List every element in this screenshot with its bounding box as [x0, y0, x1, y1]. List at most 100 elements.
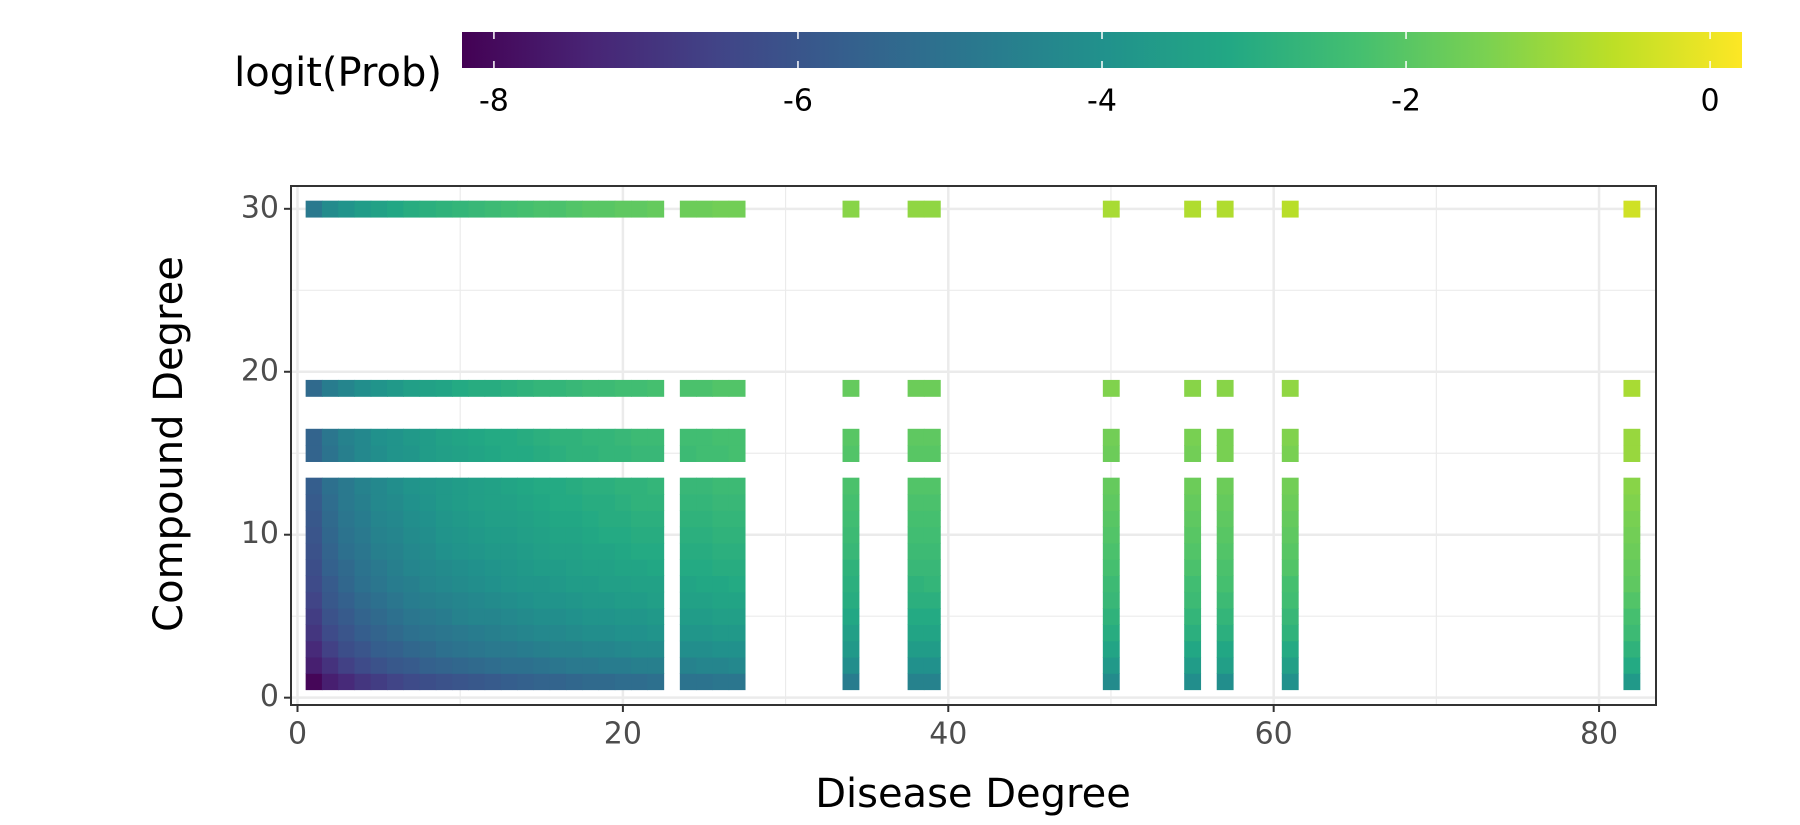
heatmap-cell [549, 640, 567, 658]
heatmap-cell [907, 200, 925, 218]
heatmap-cell [305, 559, 323, 577]
heatmap-cell [386, 591, 404, 609]
heatmap-cell [370, 428, 388, 446]
heatmap-cell [907, 477, 925, 495]
heatmap-cell [533, 200, 551, 218]
heatmap-cell [386, 559, 404, 577]
heatmap-cell [614, 673, 632, 691]
heatmap-cell [452, 379, 469, 397]
colorbar-tick-label: -2 [1391, 84, 1421, 119]
heatmap-cell [907, 493, 925, 511]
heatmap-cell [696, 656, 713, 674]
heatmap-cell [321, 591, 339, 609]
heatmap-cell [1102, 445, 1120, 462]
heatmap-cell [907, 428, 925, 446]
heatmap-cell [338, 477, 356, 495]
colorbar-tick-label: -8 [479, 84, 509, 119]
heatmap-cell [370, 640, 388, 658]
heatmap-cell [468, 477, 486, 495]
heatmap-cell [728, 445, 746, 462]
heatmap-cell [419, 477, 437, 495]
heatmap-cell [305, 608, 323, 625]
heatmap-cell [354, 591, 372, 609]
heatmap-cell [338, 673, 356, 691]
heatmap-cell [631, 559, 648, 577]
heatmap-cell [1102, 510, 1120, 528]
heatmap-cell [452, 673, 469, 691]
heatmap-cell [631, 477, 648, 495]
heatmap-cell [614, 640, 632, 658]
heatmap-cell [403, 493, 421, 511]
heatmap-cell [305, 428, 323, 446]
heatmap-cell [452, 608, 469, 625]
heatmap-cell [631, 200, 648, 218]
heatmap-cell [403, 200, 421, 218]
heatmap-cell [419, 379, 437, 397]
heatmap-cell [631, 445, 648, 462]
heatmap-cell [598, 559, 616, 577]
heatmap-cell [565, 379, 583, 397]
heatmap-cell [728, 542, 746, 560]
heatmap-cell [728, 428, 746, 446]
heatmap-cell [484, 608, 502, 625]
heatmap-cell [712, 542, 730, 560]
heatmap-cell [1216, 591, 1234, 609]
heatmap-cell [712, 559, 730, 577]
heatmap-cell [1623, 656, 1641, 674]
heatmap-cell [1623, 673, 1641, 691]
heatmap-cell [517, 591, 535, 609]
heatmap-cell [842, 608, 860, 625]
heatmap-cell [598, 542, 616, 560]
heatmap-cell [403, 379, 421, 397]
heatmap-cell [565, 591, 583, 609]
heatmap-cell [354, 493, 372, 511]
heatmap-cell [631, 493, 648, 511]
heatmap-cell [517, 575, 535, 593]
heatmap-cell [338, 445, 356, 462]
heatmap-cell [370, 591, 388, 609]
heatmap-cell [321, 656, 339, 674]
heatmap-cell [696, 542, 713, 560]
heatmap-cell [842, 510, 860, 528]
heatmap-cell [321, 379, 339, 397]
heatmap-cell [598, 656, 616, 674]
heatmap-cell [338, 379, 356, 397]
heatmap-cell [598, 526, 616, 544]
heatmap-cell [598, 608, 616, 625]
heatmap-cell [1281, 624, 1299, 642]
heatmap-cell [517, 379, 535, 397]
heatmap-cell [321, 510, 339, 528]
heatmap-cell [647, 510, 665, 528]
heatmap-cell [500, 608, 518, 625]
heatmap-cell [1216, 428, 1234, 446]
heatmap-cell [403, 624, 421, 642]
heatmap-cell [370, 542, 388, 560]
heatmap-cell [565, 493, 583, 511]
heatmap-cell [907, 379, 925, 397]
heatmap-cell [1216, 624, 1234, 642]
heatmap-cell [403, 477, 421, 495]
heatmap-cell [354, 673, 372, 691]
heatmap-cell [631, 510, 648, 528]
heatmap-cell [452, 559, 469, 577]
heatmap-cell [468, 591, 486, 609]
heatmap-cell [712, 493, 730, 511]
heatmap-cell [386, 477, 404, 495]
heatmap-cell [1216, 608, 1234, 625]
heatmap-cells [305, 200, 1641, 691]
heatmap-cell [452, 428, 469, 446]
heatmap-cell [842, 559, 860, 577]
heatmap-cell [842, 673, 860, 691]
x-axis-title: Disease Degree [815, 771, 1131, 817]
heatmap-cell [1184, 493, 1202, 511]
heatmap-cell [435, 526, 453, 544]
heatmap-cell [582, 493, 600, 511]
heatmap-cell [565, 477, 583, 495]
heatmap-cell [403, 510, 421, 528]
heatmap-cell [631, 379, 648, 397]
heatmap-cell [452, 200, 469, 218]
heatmap-cell [354, 542, 372, 560]
heatmap-cell [907, 591, 925, 609]
heatmap-cell [712, 624, 730, 642]
x-tick-label: 20 [604, 717, 642, 752]
